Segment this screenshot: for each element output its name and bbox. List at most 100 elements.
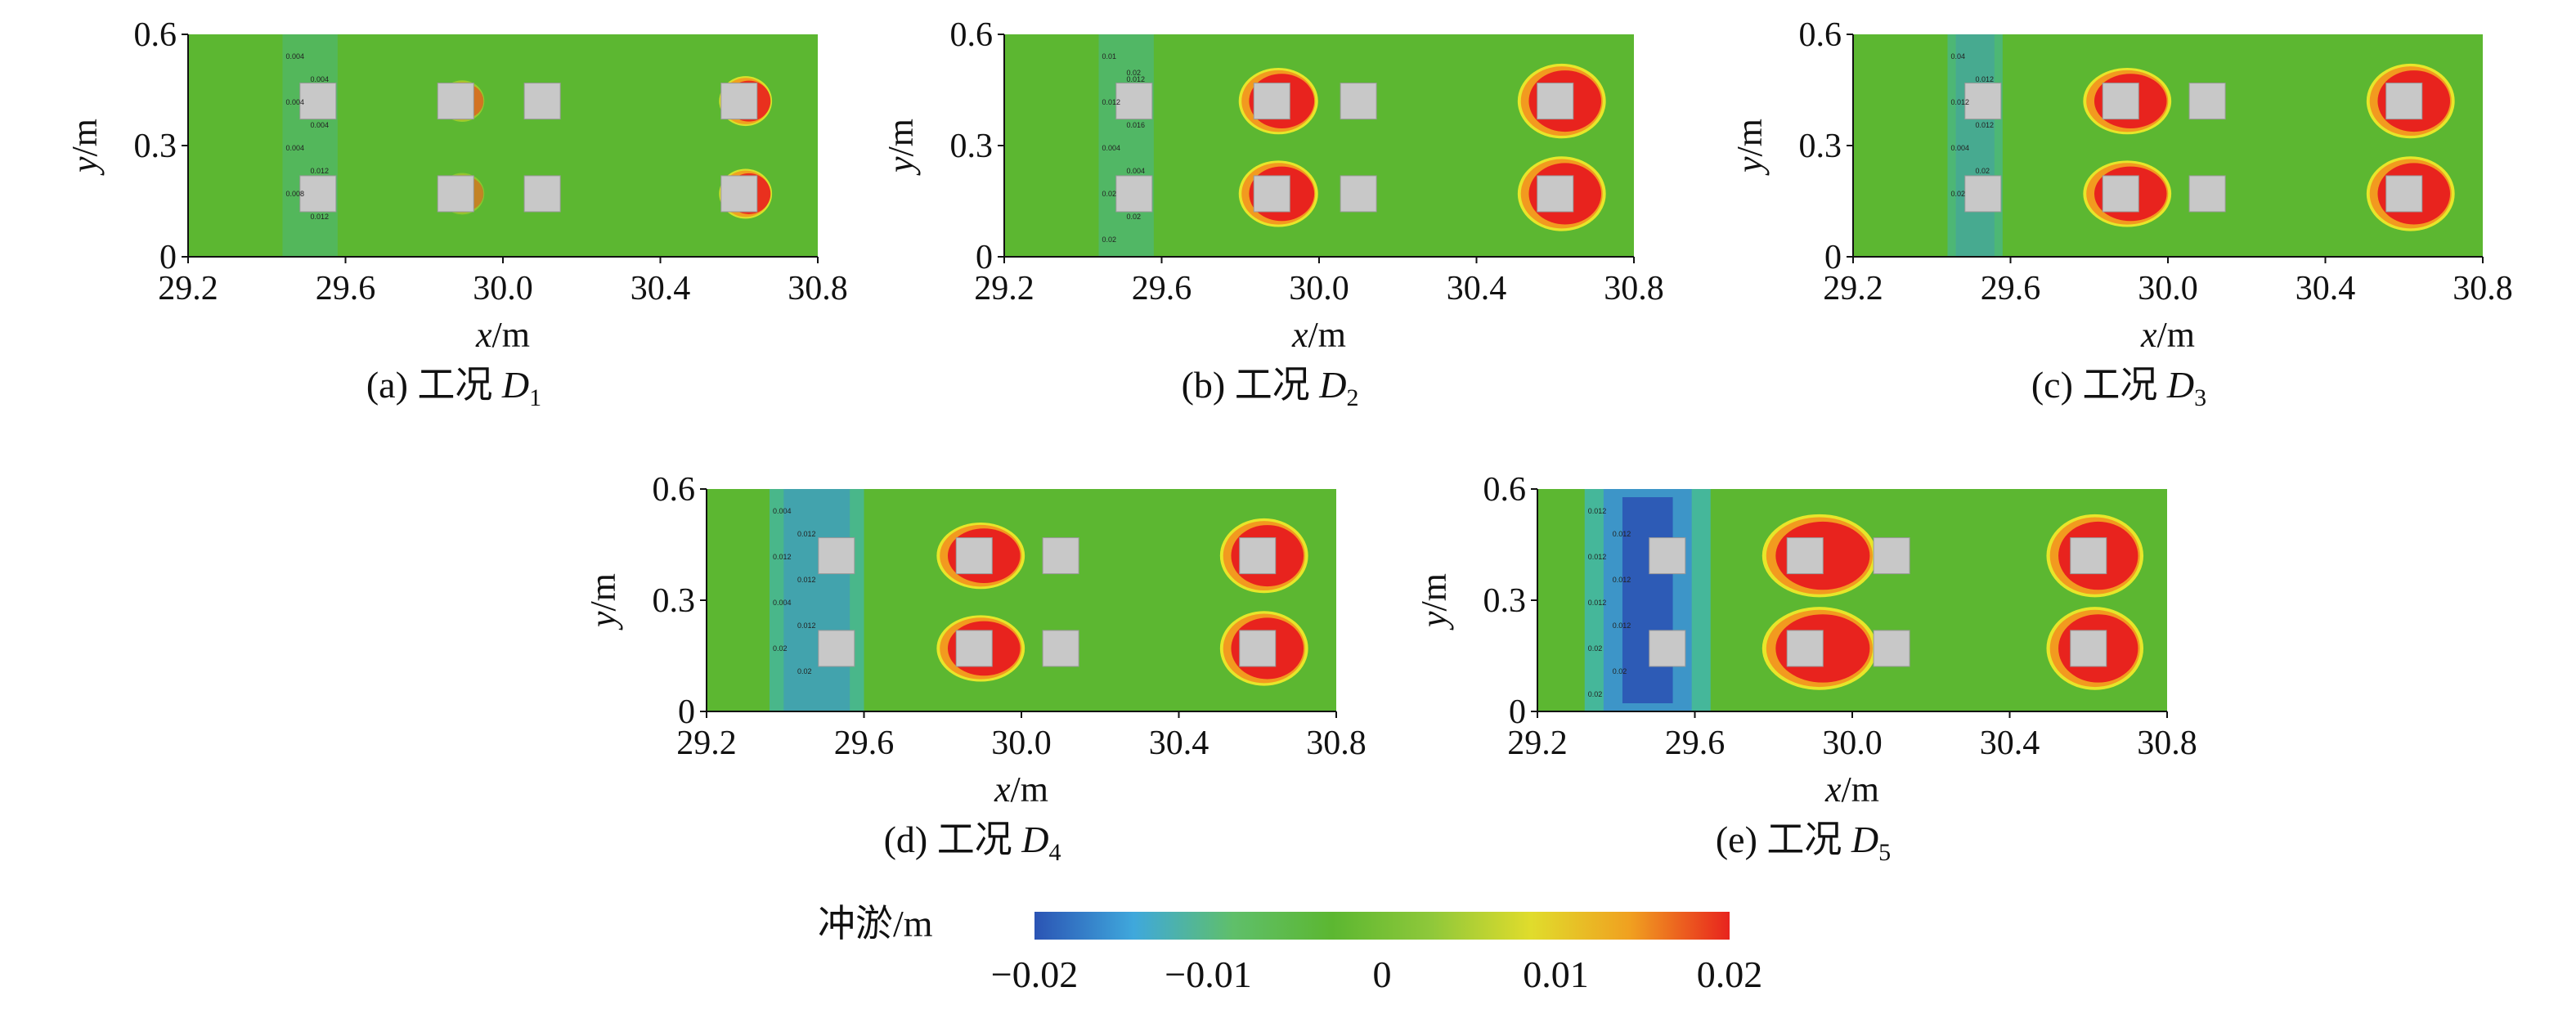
x-tick-label: 29.6 [1132,270,1192,307]
pier [1649,537,1686,575]
plot-field: 0.01 0.012 0.012 0.016 0.004 0.004 0.02 0.02 0.0… [1098,34,1606,257]
pier [1340,83,1377,120]
pier [1537,83,1574,120]
caption-var: D [2166,364,2194,406]
contour-label: 0.04 [1951,52,1966,61]
y-axis-label: y/m [583,573,623,630]
contour-label: 0.004 [311,75,330,83]
x-axis-unit: /m [1011,769,1048,810]
y-axis-unit: /m [65,119,105,156]
x-tick-label: 29.2 [974,270,1034,307]
pier [1115,83,1153,120]
y-axis-unit: /m [1730,119,1770,156]
x-tick-label: 30.8 [2453,270,2513,307]
caption-sub: 5 [1878,839,1891,866]
panel-c: 0.04 0.012 0.012 0.012 0.004 0.02 0.02 29.2 29.6… [1730,16,2513,411]
x-tick-label: 29.2 [1823,270,1883,307]
contour-label: 0.02 [773,644,788,653]
contour-label: 0.004 [1102,144,1121,152]
x-tick-label: 30.4 [2296,270,2356,307]
y-axis-var: y [583,611,623,630]
plot-field: 0.004 0.004 0.004 0.004 0.004 0.012 0.008 0.012 [282,34,773,257]
contour-label: 0.012 [797,621,816,630]
pier [1873,537,1910,575]
contour-label: 0.02 [1127,213,1142,221]
scour-zone-mid [783,489,850,711]
pier [720,83,758,120]
x-axis-var: x [994,769,1011,810]
colorbar-tick-label: −0.02 [991,953,1078,995]
colorbar-tick-label: −0.01 [1165,953,1251,995]
x-tick-label: 29.6 [1665,725,1726,762]
x-tick-label: 30.0 [1289,270,1349,307]
pier [2188,175,2226,213]
x-tick-label: 29.6 [316,270,376,307]
y-axis-unit: /m [881,119,921,156]
x-tick-label: 29.6 [1981,270,2041,307]
x-tick-label: 30.0 [473,270,533,307]
contour-label: 0.008 [286,190,305,198]
colorbar-tick-label: 0.01 [1523,953,1589,995]
contour-label: 0.02 [1976,167,1990,175]
y-tick-label: 0 [976,239,993,276]
pier [523,175,561,213]
y-tick-label: 0 [678,693,695,731]
panel-caption: (a) 工况 D1 [366,364,541,411]
contour-label: 0.004 [1951,144,1970,152]
panel-d: 0.004 0.012 0.012 0.012 0.004 0.012 0.02 0.02 29… [583,471,1367,866]
x-axis-label: x/m [994,769,1048,810]
colorbar-tick-label: 0.02 [1697,953,1763,995]
y-axis-var: y [881,156,921,176]
scour-zone [1947,34,2003,257]
x-tick-label: 30.0 [1822,725,1883,762]
y-axis-unit: /m [1414,573,1454,611]
y-tick-label: 0.3 [1483,582,1527,620]
x-tick-label: 30.8 [1306,725,1367,762]
pier [2188,83,2226,120]
pier [2070,630,2107,667]
caption-var: D [501,364,529,406]
pier [2385,83,2423,120]
x-tick-label: 29.2 [158,270,218,307]
pier [1964,175,2002,213]
x-axis-label: x/m [1291,315,1346,355]
y-axis-label: y/m [65,119,105,176]
pier [2385,175,2423,213]
plot-field: 0.04 0.012 0.012 0.012 0.004 0.02 0.02 [1947,34,2455,257]
colorbar: 冲淤/m −0.02 −0.01 0 0.01 0.02 [818,903,1762,995]
x-axis-unit: /m [492,315,530,355]
pier [437,83,474,120]
panel-a: 0.004 0.004 0.004 0.004 0.004 0.012 0.008 0.012… [65,16,848,411]
y-tick-label: 0.3 [950,128,994,165]
y-tick-label: 0.3 [1799,128,1842,165]
pier [1042,630,1079,667]
y-axis-var: y [65,156,105,176]
contour-label: 0.02 [797,667,812,675]
contour-label: 0.016 [1127,121,1146,129]
y-tick-label: 0.6 [134,16,177,54]
x-tick-label: 30.0 [991,725,1052,762]
pier [299,83,337,120]
y-tick-label: 0.6 [1799,16,1842,54]
scour-zone-deep [1622,497,1673,703]
x-tick-label: 30.4 [1447,270,1507,307]
plot-background [188,34,818,257]
caption-var: D [1851,819,1878,860]
pier [523,83,561,120]
y-tick-label: 0.3 [134,128,177,165]
caption-prefix: (b) 工况 [1182,364,1320,406]
panel-caption: (b) 工况 D2 [1182,364,1359,411]
x-tick-label: 29.2 [676,725,737,762]
contour-label: 0.02 [1102,236,1117,244]
contour-label: 0.012 [1613,576,1631,584]
x-tick-label: 30.4 [1149,725,1209,762]
x-axis-var: x [475,315,492,355]
scour-zone [1098,34,1154,257]
contour-label: 0.01 [1102,52,1117,61]
contour-label: 0.02 [1102,190,1117,198]
contour-label: 0.02 [1951,190,1966,198]
contour-label: 0.012 [1588,507,1607,515]
pier [1786,537,1824,575]
x-tick-label: 29.6 [834,725,895,762]
pier [1253,83,1290,120]
